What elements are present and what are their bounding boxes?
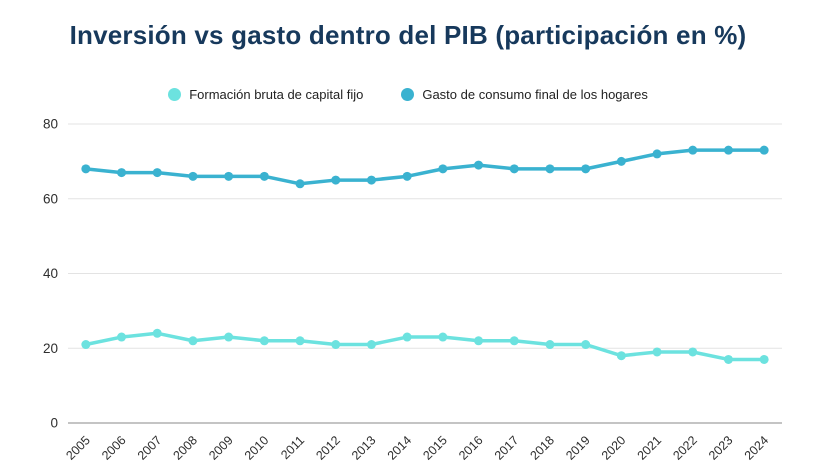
data-point <box>331 340 341 350</box>
data-point <box>509 336 519 346</box>
data-point <box>688 347 698 357</box>
legend-item-consumo-hogares: Gasto de consumo final de los hogares <box>401 87 648 102</box>
legend-dot-icon <box>401 88 415 101</box>
data-point <box>652 347 662 357</box>
data-point <box>581 340 591 350</box>
data-point <box>545 340 555 350</box>
x-axis-tick-labels: 2005 2006 2007 2008 2009 2010 2011 2012 2013 2014… <box>63 433 771 463</box>
data-point <box>152 168 162 178</box>
y-axis-tick-labels: 0 20 40 60 80 <box>43 117 58 431</box>
x-tick-label: 2023 <box>706 433 736 463</box>
x-tick-label: 2018 <box>528 433 558 463</box>
x-tick-label: 2009 <box>206 433 236 463</box>
x-tick-label: 2020 <box>599 433 629 463</box>
x-tick-label: 2012 <box>313 433 343 463</box>
y-tick-label: 80 <box>43 117 58 132</box>
data-point <box>402 171 412 181</box>
series-line <box>84 331 766 362</box>
data-point <box>188 336 198 346</box>
data-point <box>224 171 234 181</box>
data-point <box>616 351 626 361</box>
series-1 <box>81 145 769 189</box>
data-point <box>188 171 198 181</box>
legend-item-capital-fijo: Formación bruta de capital fijo <box>168 87 363 102</box>
data-point <box>474 160 484 170</box>
data-point <box>259 336 269 346</box>
data-point <box>117 332 127 342</box>
y-tick-label: 20 <box>43 341 58 356</box>
x-tick-label: 2007 <box>135 433 165 463</box>
x-tick-label: 2013 <box>349 433 379 463</box>
data-point <box>616 156 626 166</box>
y-tick-label: 40 <box>43 266 58 281</box>
data-point <box>688 145 698 155</box>
data-point <box>366 340 376 350</box>
legend-dot-icon <box>168 88 182 101</box>
data-point <box>474 336 484 346</box>
x-tick-label: 2006 <box>99 433 129 463</box>
legend: Formación bruta de capital fijo Gasto de… <box>0 87 816 102</box>
data-point <box>331 175 341 185</box>
data-point <box>81 340 91 350</box>
chart-title: Inversión vs gasto dentro del PIB (parti… <box>69 20 747 50</box>
x-tick-label: 2015 <box>420 433 450 463</box>
x-tick-label: 2008 <box>171 433 201 463</box>
data-point <box>295 179 305 189</box>
series-line <box>84 148 766 186</box>
data-point <box>224 332 234 342</box>
data-point <box>117 168 127 178</box>
data-point <box>152 328 162 338</box>
data-point <box>509 164 519 174</box>
data-point <box>259 171 269 181</box>
x-tick-label: 2016 <box>456 433 486 463</box>
legend-label: Gasto de consumo final de los hogares <box>422 87 648 102</box>
data-point <box>366 175 376 185</box>
data-point <box>438 332 448 342</box>
gridlines <box>68 123 782 424</box>
y-tick-label: 0 <box>50 416 58 431</box>
data-point <box>581 164 591 174</box>
x-tick-label: 2005 <box>63 433 93 463</box>
x-tick-label: 2010 <box>242 433 272 463</box>
x-tick-label: 2021 <box>635 433 665 463</box>
x-tick-label: 2017 <box>492 433 522 463</box>
data-point <box>723 145 733 155</box>
data-point <box>759 145 769 155</box>
legend-label: Formación bruta de capital fijo <box>189 87 364 102</box>
data-point <box>652 149 662 159</box>
x-tick-label: 2011 <box>278 433 307 462</box>
x-tick-label: 2014 <box>385 433 415 463</box>
x-tick-label: 2024 <box>742 433 772 463</box>
data-point <box>723 354 733 364</box>
data-point <box>295 336 305 346</box>
y-tick-label: 60 <box>43 191 58 206</box>
data-point <box>402 332 412 342</box>
data-point <box>759 354 769 364</box>
series-0 <box>81 328 769 364</box>
x-tick-label: 2019 <box>563 433 593 463</box>
x-tick-label: 2022 <box>670 433 700 463</box>
data-point <box>438 164 448 174</box>
data-point <box>81 164 91 174</box>
data-point <box>545 164 555 174</box>
